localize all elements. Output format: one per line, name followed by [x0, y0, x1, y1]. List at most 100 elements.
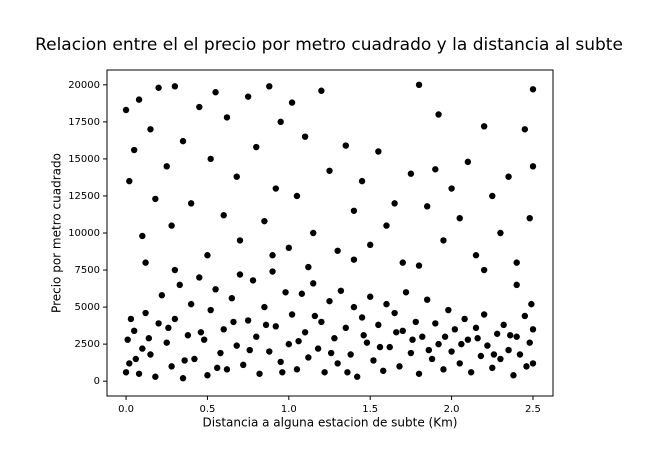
point — [350, 207, 358, 214]
point — [472, 324, 480, 332]
point — [272, 185, 279, 192]
point — [521, 312, 529, 320]
y-tick-label: 10000 — [68, 228, 100, 239]
point — [163, 163, 170, 170]
point — [391, 309, 398, 317]
point — [456, 360, 463, 367]
point — [428, 355, 436, 363]
point — [135, 96, 143, 103]
point — [158, 292, 166, 299]
point — [277, 118, 284, 126]
point — [181, 357, 188, 364]
point — [337, 287, 345, 294]
point — [375, 321, 382, 329]
point — [529, 360, 537, 367]
point — [399, 259, 406, 266]
point — [213, 364, 221, 372]
point — [505, 346, 512, 354]
point — [415, 81, 423, 89]
point — [440, 366, 447, 373]
point — [126, 177, 133, 185]
point — [152, 373, 159, 380]
point — [327, 349, 335, 357]
point — [256, 370, 263, 377]
point — [147, 351, 154, 358]
point — [228, 295, 236, 302]
point — [526, 214, 533, 222]
point — [423, 296, 431, 303]
point — [360, 332, 367, 339]
point — [155, 320, 162, 327]
point — [419, 333, 426, 340]
point — [262, 321, 270, 329]
point — [171, 83, 179, 90]
point — [305, 354, 312, 361]
point — [383, 222, 390, 229]
point — [489, 192, 496, 200]
point — [435, 111, 442, 118]
point — [489, 364, 496, 372]
point — [342, 142, 349, 149]
y-tick-label: 12500 — [68, 191, 100, 202]
point — [285, 340, 293, 348]
point — [130, 146, 138, 154]
point — [474, 335, 481, 342]
point — [142, 309, 149, 317]
point — [139, 232, 146, 240]
point — [249, 277, 257, 284]
point — [415, 262, 423, 269]
point — [529, 326, 537, 333]
point — [393, 329, 400, 336]
point — [480, 266, 488, 274]
point — [266, 348, 273, 355]
point — [425, 346, 433, 354]
point — [440, 237, 447, 244]
point — [310, 229, 317, 237]
point — [480, 311, 488, 318]
point — [126, 360, 133, 367]
point — [298, 290, 306, 297]
point — [207, 306, 214, 314]
point — [461, 315, 468, 323]
point — [505, 173, 512, 180]
point — [145, 335, 153, 342]
point — [295, 337, 302, 345]
y-axis-label: Precio por metro cuadrado — [50, 153, 64, 313]
point — [383, 300, 390, 308]
point — [311, 312, 319, 320]
point — [326, 297, 333, 305]
x-tick-label: 2.5 — [525, 404, 541, 415]
point — [318, 87, 325, 94]
point — [171, 266, 179, 274]
point — [497, 355, 504, 363]
point — [196, 103, 203, 111]
point — [147, 126, 154, 133]
point — [344, 369, 351, 376]
point — [187, 200, 195, 207]
point — [367, 293, 374, 300]
point — [500, 321, 507, 329]
point — [179, 375, 187, 382]
point — [513, 333, 520, 340]
point — [139, 345, 146, 352]
point — [293, 192, 301, 200]
point — [402, 289, 410, 296]
point — [168, 363, 175, 370]
point — [350, 303, 358, 311]
point — [165, 324, 172, 332]
point — [230, 318, 237, 326]
point — [179, 137, 187, 145]
point — [456, 214, 463, 222]
y-tick-label: 15000 — [68, 154, 100, 165]
point — [407, 349, 415, 357]
point — [279, 369, 286, 376]
point — [200, 336, 208, 343]
point — [184, 332, 192, 339]
point — [521, 126, 529, 133]
point — [301, 329, 309, 336]
point — [212, 89, 219, 96]
point — [204, 372, 211, 379]
point — [506, 332, 514, 339]
point — [513, 281, 520, 289]
point — [528, 300, 535, 308]
